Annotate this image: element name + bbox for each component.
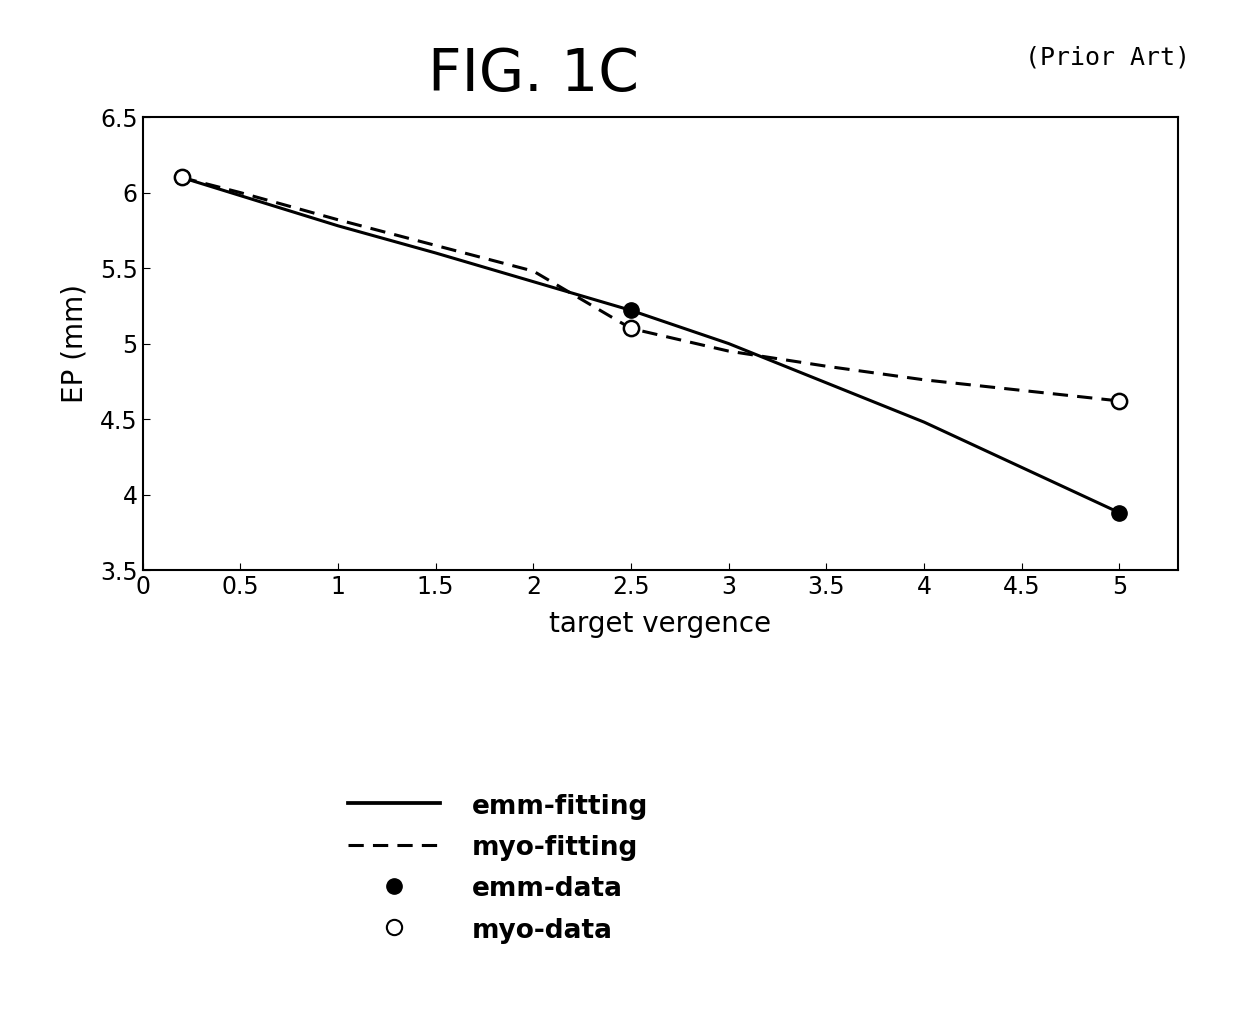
Point xyxy=(1110,505,1130,521)
Point xyxy=(1110,393,1130,409)
Text: FIG. 1C: FIG. 1C xyxy=(428,46,639,103)
Text: (Prior Art): (Prior Art) xyxy=(1025,46,1190,70)
Point xyxy=(172,169,192,185)
Legend: emm-fitting, myo-fitting, emm-data, myo-data: emm-fitting, myo-fitting, emm-data, myo-… xyxy=(348,793,649,944)
Point xyxy=(621,321,641,337)
Point xyxy=(621,302,641,319)
Y-axis label: EP (mm): EP (mm) xyxy=(61,284,89,403)
Point xyxy=(172,169,192,185)
X-axis label: target vergence: target vergence xyxy=(549,610,771,638)
